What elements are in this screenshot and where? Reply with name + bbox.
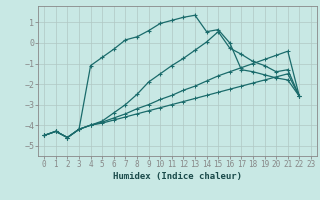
X-axis label: Humidex (Indice chaleur): Humidex (Indice chaleur): [113, 172, 242, 181]
